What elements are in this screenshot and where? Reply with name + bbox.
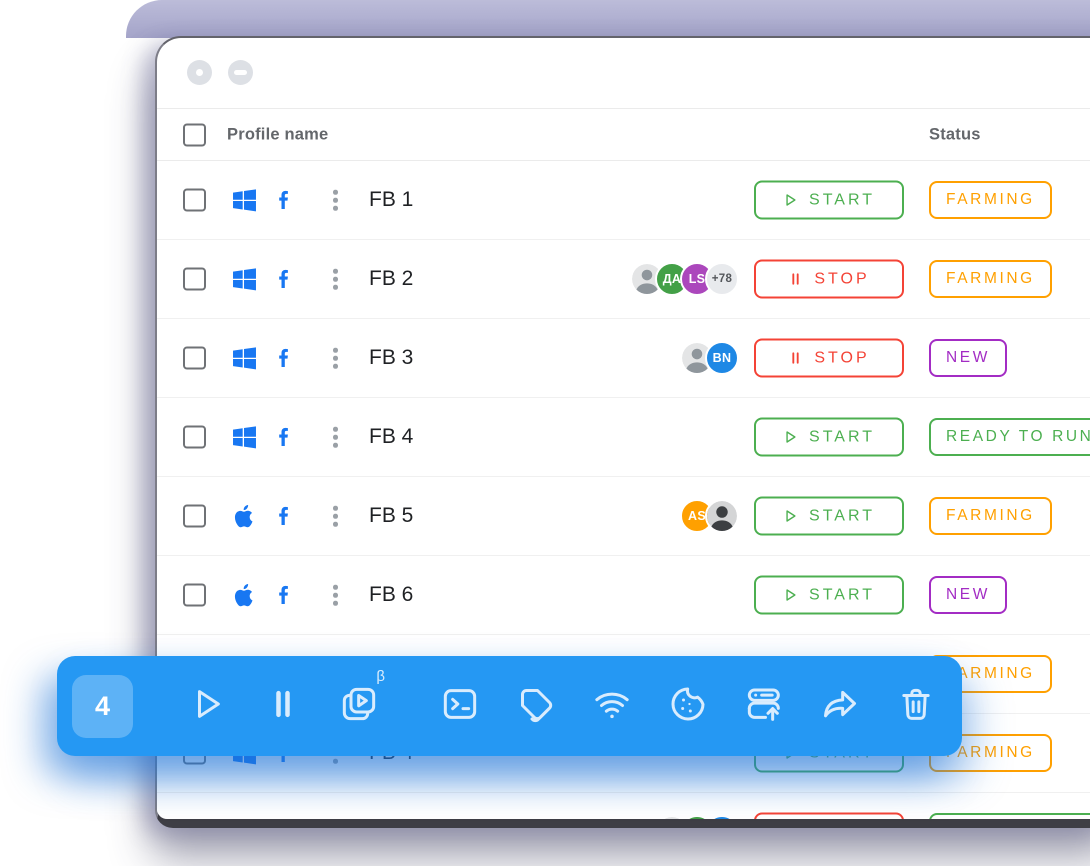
avatar bbox=[655, 815, 689, 819]
selected-count-badge: 4 bbox=[72, 674, 133, 738]
automation-icon bbox=[339, 684, 379, 729]
profile-row: FB 3 BN STOP NEW bbox=[157, 319, 1090, 398]
status-badge: NEW bbox=[929, 339, 1007, 377]
profile-row: FB 5 AS START FARMING bbox=[157, 477, 1090, 556]
windows-icon bbox=[229, 423, 259, 452]
avatar bbox=[705, 499, 739, 533]
status-badge bbox=[929, 813, 1090, 819]
windows-icon bbox=[229, 344, 259, 373]
status-header: Status bbox=[929, 125, 981, 143]
facebook-icon bbox=[271, 583, 297, 607]
console-button[interactable] bbox=[422, 684, 498, 729]
background-band bbox=[126, 0, 1090, 38]
row-menu-icon[interactable] bbox=[329, 186, 342, 215]
share-icon bbox=[820, 684, 860, 729]
profile-name-header: Profile name bbox=[227, 125, 329, 143]
row-menu-icon[interactable] bbox=[329, 344, 342, 373]
delete-icon bbox=[896, 684, 936, 729]
facebook-icon bbox=[271, 425, 297, 449]
apple-icon bbox=[229, 819, 259, 820]
profile-name: FB 6 bbox=[369, 583, 414, 606]
cookies-icon bbox=[668, 684, 708, 729]
profile-row: FB 6 START NEW bbox=[157, 556, 1090, 635]
row-checkbox[interactable] bbox=[183, 267, 206, 291]
row-menu-icon[interactable] bbox=[329, 818, 342, 819]
delete-button[interactable] bbox=[878, 684, 954, 729]
profile-row: FB 1 START FARMING bbox=[157, 161, 1090, 240]
row-checkbox[interactable] bbox=[183, 583, 206, 607]
avatar-overflow-count: +78 bbox=[705, 262, 739, 296]
tags-icon bbox=[516, 684, 556, 729]
window-control-dot-icon[interactable] bbox=[187, 60, 212, 85]
proxy-icon bbox=[592, 684, 632, 729]
avatar bbox=[705, 815, 739, 819]
select-all-checkbox[interactable] bbox=[183, 123, 206, 146]
run-button[interactable] bbox=[169, 684, 245, 729]
stop-button[interactable]: STOP bbox=[754, 338, 904, 378]
row-menu-icon[interactable] bbox=[329, 502, 342, 531]
status-badge: FARMING bbox=[929, 260, 1052, 298]
apple-icon bbox=[229, 503, 259, 530]
row-checkbox[interactable] bbox=[183, 425, 206, 449]
status-badge: NEW bbox=[929, 576, 1007, 614]
toolbar-icons: β bbox=[169, 668, 954, 729]
row-checkbox[interactable] bbox=[183, 188, 206, 212]
profile-name: FB 1 bbox=[369, 188, 414, 211]
proxy-button[interactable] bbox=[574, 684, 650, 729]
shared-users-avatars bbox=[655, 815, 739, 819]
start-button[interactable]: START bbox=[754, 180, 904, 220]
share-button[interactable] bbox=[802, 684, 878, 729]
start-button[interactable]: START bbox=[754, 417, 904, 457]
pause-button[interactable] bbox=[245, 684, 321, 729]
table-header: Profile name Status bbox=[157, 108, 1090, 161]
avatar: BN bbox=[705, 341, 739, 375]
stop-button[interactable]: STOP bbox=[754, 259, 904, 299]
profile-row: FB 4 START READY TO RUN bbox=[157, 398, 1090, 477]
console-icon bbox=[440, 684, 480, 729]
facebook-icon bbox=[271, 188, 297, 212]
facebook-icon bbox=[271, 504, 297, 528]
status-badge: FARMING bbox=[929, 181, 1052, 219]
cookies-button[interactable] bbox=[650, 684, 726, 729]
windows-icon bbox=[229, 265, 259, 294]
row-checkbox[interactable] bbox=[183, 504, 206, 528]
windows-icon bbox=[229, 186, 259, 215]
start-button[interactable]: START bbox=[754, 496, 904, 536]
facebook-icon bbox=[271, 346, 297, 370]
profile-row: STOP bbox=[157, 793, 1090, 819]
profile-row: FB 2 ДА LS +78 STOP FARMING bbox=[157, 240, 1090, 319]
shared-users-avatars: AS bbox=[680, 499, 739, 533]
tags-button[interactable] bbox=[498, 684, 574, 729]
profile-name: FB 5 bbox=[369, 504, 414, 527]
row-menu-icon[interactable] bbox=[329, 581, 342, 610]
row-menu-icon[interactable] bbox=[329, 265, 342, 294]
stop-button[interactable]: STOP bbox=[754, 812, 904, 819]
row-menu-icon[interactable] bbox=[329, 423, 342, 452]
beta-label: β bbox=[376, 667, 385, 685]
import-icon bbox=[744, 684, 784, 729]
row-checkbox[interactable] bbox=[183, 346, 206, 370]
run-icon bbox=[187, 684, 227, 729]
automation-button[interactable]: β bbox=[321, 668, 397, 729]
titlebar bbox=[157, 38, 1090, 108]
bulk-actions-toolbar: 4 β bbox=[57, 656, 962, 756]
import-button[interactable] bbox=[726, 684, 802, 729]
start-button[interactable]: START bbox=[754, 575, 904, 615]
avatar bbox=[680, 815, 714, 819]
status-badge: FARMING bbox=[929, 497, 1052, 535]
pause-icon bbox=[263, 684, 303, 729]
profile-name: FB 4 bbox=[369, 425, 414, 448]
avatar bbox=[630, 262, 664, 296]
profile-name: FB 2 bbox=[369, 267, 414, 290]
profile-name: FB 3 bbox=[369, 346, 414, 369]
shared-users-avatars: ДА LS +78 bbox=[630, 262, 739, 296]
status-badge: READY TO RUN bbox=[929, 418, 1090, 456]
shared-users-avatars: BN bbox=[680, 341, 739, 375]
facebook-icon bbox=[271, 267, 297, 291]
apple-icon bbox=[229, 582, 259, 609]
window-control-minimize-icon[interactable] bbox=[228, 60, 253, 85]
